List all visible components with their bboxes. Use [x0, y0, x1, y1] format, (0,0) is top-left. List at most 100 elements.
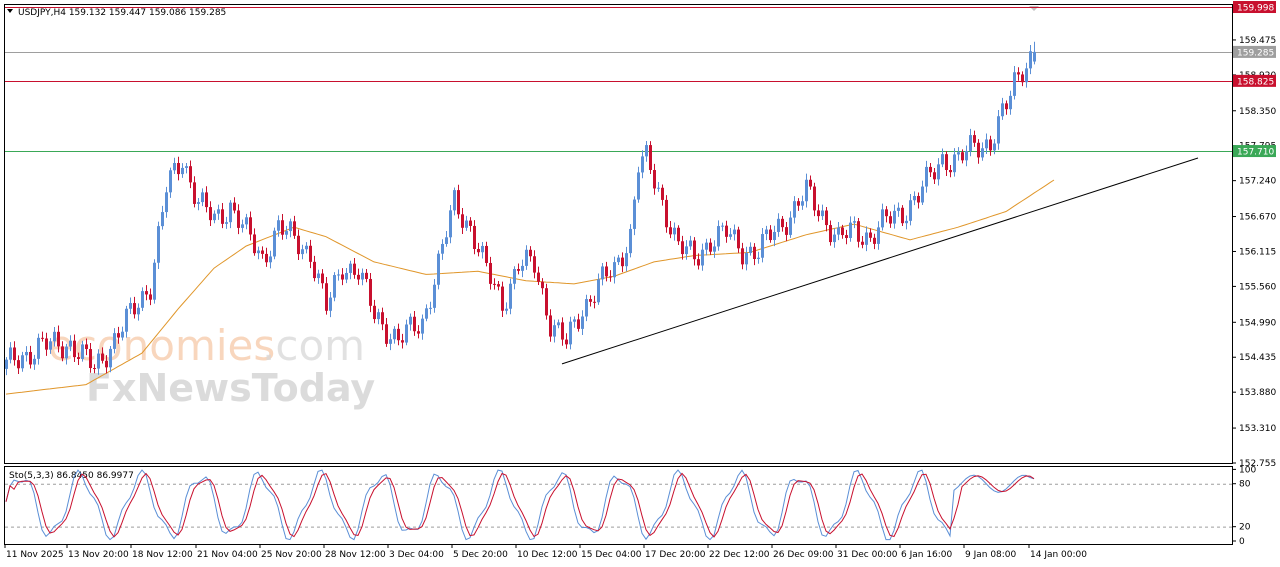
y-tick-label-5: 156.670	[1239, 213, 1276, 223]
candle	[173, 157, 176, 174]
candle-body	[513, 269, 516, 284]
x-tick-label-8: 10 Dec 12:00	[517, 550, 578, 560]
candle	[1025, 62, 1028, 88]
candle	[653, 163, 656, 195]
candle-body	[657, 187, 660, 189]
candle	[69, 335, 72, 352]
candle-body	[601, 266, 604, 280]
candle	[445, 231, 448, 247]
candle	[897, 202, 900, 217]
candle	[1029, 45, 1032, 75]
candle-body	[829, 225, 832, 243]
candle	[569, 316, 572, 350]
candle-body	[837, 227, 840, 235]
x-tick-label-3: 21 Nov 04:00	[197, 550, 258, 560]
candle	[457, 184, 460, 219]
candle	[801, 195, 804, 210]
candle	[205, 186, 208, 213]
candle-body	[373, 305, 376, 320]
candle	[393, 326, 396, 344]
candle-body	[989, 139, 992, 151]
candle	[821, 204, 824, 221]
candle	[233, 197, 236, 214]
candle	[589, 295, 592, 307]
candle	[381, 307, 384, 331]
trendline-group	[561, 157, 1199, 365]
candle	[397, 323, 400, 346]
candle-body	[77, 357, 80, 359]
candle-body	[197, 202, 200, 204]
candle	[1021, 71, 1024, 87]
candle-body	[965, 151, 968, 161]
level-label-bg	[1233, 74, 1276, 87]
candle	[473, 220, 476, 255]
candle-body	[1017, 72, 1020, 75]
candle-body	[985, 139, 988, 149]
candle-body	[141, 291, 144, 308]
candle-body	[233, 202, 236, 211]
candle	[489, 256, 492, 290]
symbol-header: USDJPY,H4 159.132 159.447 159.086 159.28…	[18, 8, 226, 18]
candle-body	[925, 166, 928, 187]
candle-body	[633, 199, 636, 229]
candle	[573, 316, 576, 328]
candle-body	[425, 308, 428, 319]
candle	[977, 139, 980, 164]
candle	[829, 220, 832, 246]
y-tick-label-12: 152.755	[1239, 459, 1276, 469]
candle-body	[577, 319, 580, 329]
candle	[905, 215, 908, 230]
candle-body	[237, 210, 240, 228]
level-label-bg	[1233, 145, 1276, 158]
candle-body	[665, 199, 668, 228]
candle-body	[521, 265, 524, 271]
candle-body	[465, 220, 468, 228]
candle	[21, 351, 24, 372]
candle-body	[417, 331, 420, 334]
candle-body	[277, 220, 280, 231]
candle-body	[433, 284, 436, 308]
candle	[485, 241, 488, 267]
candle-body	[409, 316, 412, 325]
candle	[97, 349, 100, 375]
candle-body	[169, 170, 172, 193]
candle-body	[245, 217, 248, 225]
candle	[837, 222, 840, 241]
candle	[201, 188, 204, 207]
candle	[421, 314, 424, 340]
candle-body	[961, 152, 964, 161]
candle-body	[477, 248, 480, 253]
candle	[853, 216, 856, 229]
candle-body	[753, 246, 756, 259]
candle	[409, 313, 412, 331]
candle-body	[65, 346, 68, 359]
candle	[293, 215, 296, 239]
candle	[481, 242, 484, 259]
candle	[513, 266, 516, 290]
candle-body	[485, 245, 488, 263]
level-label-text: 158.825	[1237, 77, 1274, 87]
candle-body	[401, 340, 404, 343]
candle	[161, 205, 164, 230]
candle-body	[689, 240, 692, 247]
candle	[1013, 65, 1016, 100]
dropdown-triangle-icon[interactable]	[7, 9, 13, 13]
candle	[213, 210, 216, 224]
candle-body	[669, 227, 672, 235]
candle-body	[1001, 103, 1004, 117]
candle-body	[693, 240, 696, 260]
candle-body	[813, 186, 816, 211]
candle-body	[309, 245, 312, 262]
candle	[389, 333, 392, 351]
candle	[221, 203, 224, 229]
candle	[225, 216, 228, 229]
candle	[877, 221, 880, 250]
candle	[733, 224, 736, 241]
candle-body	[145, 291, 148, 295]
candle-body	[797, 201, 800, 206]
candle	[937, 158, 940, 186]
candle-body	[653, 170, 656, 189]
candle	[985, 133, 988, 155]
candles	[5, 41, 1036, 376]
candle-body	[421, 318, 424, 334]
